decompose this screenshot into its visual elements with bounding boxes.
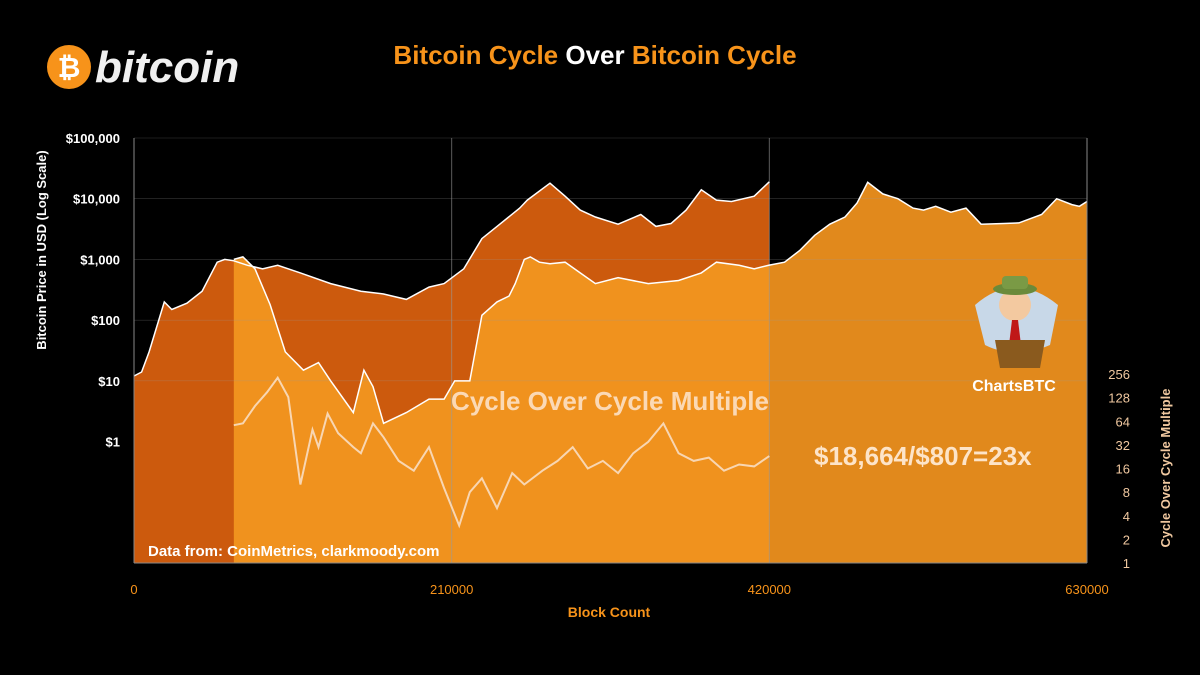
y-tick-label: $1,000	[80, 252, 120, 267]
bitcoin-symbol: ₿	[58, 52, 81, 83]
x-tick-label: 210000	[430, 582, 473, 597]
multiple-label: Cycle Over Cycle Multiple	[451, 386, 769, 416]
y2-tick-label: 64	[1116, 414, 1130, 429]
series-lines	[133, 181, 1088, 529]
mascot-hat-crown	[1002, 276, 1028, 289]
y2-tick-label: 256	[1108, 367, 1130, 382]
mascot-label: ChartsBTC	[972, 378, 1056, 395]
y2-tick-label: 2	[1123, 532, 1130, 547]
y-tick-label: $100	[91, 313, 120, 328]
y2-tick-label: 32	[1116, 438, 1130, 453]
y2-tick-label: 16	[1116, 462, 1130, 477]
y-tick-label: $10,000	[73, 192, 120, 207]
y2-tick-label: 4	[1123, 509, 1130, 524]
chart-title: Bitcoin Cycle Over Bitcoin Cycle	[393, 40, 796, 70]
cycle-1-line	[133, 181, 770, 377]
y2-tick-label: 128	[1108, 391, 1130, 406]
cartoon-man-icon	[975, 276, 1058, 368]
x-tick-label: 420000	[748, 582, 791, 597]
title-part-1: Bitcoin Cycle	[393, 40, 565, 70]
title-part-3: Bitcoin Cycle	[625, 40, 797, 70]
grid-lines	[134, 137, 1087, 563]
x-tick-label: 0	[130, 582, 137, 597]
cycle-2-line	[233, 181, 1088, 425]
tick-labels: 0 210000 420000 630000 $100,000 $10,000 $1,000…	[66, 131, 1130, 597]
axes	[133, 138, 1088, 564]
y-axis-label: Bitcoin Price in USD (Log Scale)	[34, 150, 49, 349]
y-tick-label: $1	[106, 435, 120, 450]
x-axis-label: Block Count	[568, 604, 651, 620]
bitcoin-logo-icon	[47, 45, 91, 89]
source-note: Data from: CoinMetrics, clarkmoody.com	[148, 543, 439, 560]
y-tick-label: $10	[98, 374, 120, 389]
multiple-line	[233, 375, 770, 529]
cycle-2-area	[233, 182, 1088, 564]
bitcoin-wordmark: bitcoin	[95, 43, 239, 92]
y-tick-label: $100,000	[66, 131, 120, 146]
bitcoin-logo: ₿ bitcoin	[47, 43, 239, 92]
mascot-face	[999, 289, 1031, 321]
y2-tick-label: 1	[1123, 556, 1130, 571]
y2-axis-label: Cycle Over Cycle Multiple	[1158, 389, 1173, 548]
y2-tick-label: 8	[1123, 485, 1130, 500]
mascot-sign	[995, 340, 1045, 368]
title-part-2: Over	[565, 40, 624, 70]
x-tick-label: 630000	[1065, 582, 1108, 597]
ratio-annotation: $18,664/$807=23x	[814, 441, 1032, 471]
